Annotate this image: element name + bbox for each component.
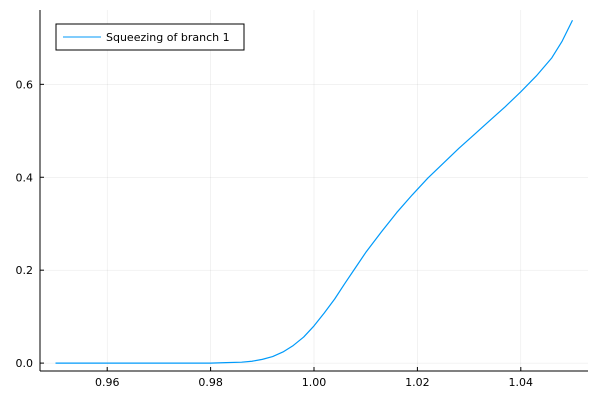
y-tick-label: 0.0 [16,357,34,370]
x-tick-label: 1.02 [405,376,430,389]
legend: Squeezing of branch 1 [55,23,245,51]
x-tick-label: 0.96 [95,376,120,389]
x-tick-label: 1.00 [302,376,327,389]
series [55,19,574,364]
y-tick-label: 0.6 [16,78,34,91]
series-line-0 [55,19,574,364]
y-tick-label: 0.2 [16,264,34,277]
y-tick-label: 0.4 [16,171,34,184]
ticks: 0.96 0.98 1.00 1.02 1.04 0.0 0.2 0.4 0.6 [16,78,534,389]
x-tick-label: 1.04 [509,376,534,389]
legend-label-0: Squeezing of branch 1 [106,31,230,44]
x-tick-label: 0.98 [198,376,223,389]
grid [40,10,588,371]
